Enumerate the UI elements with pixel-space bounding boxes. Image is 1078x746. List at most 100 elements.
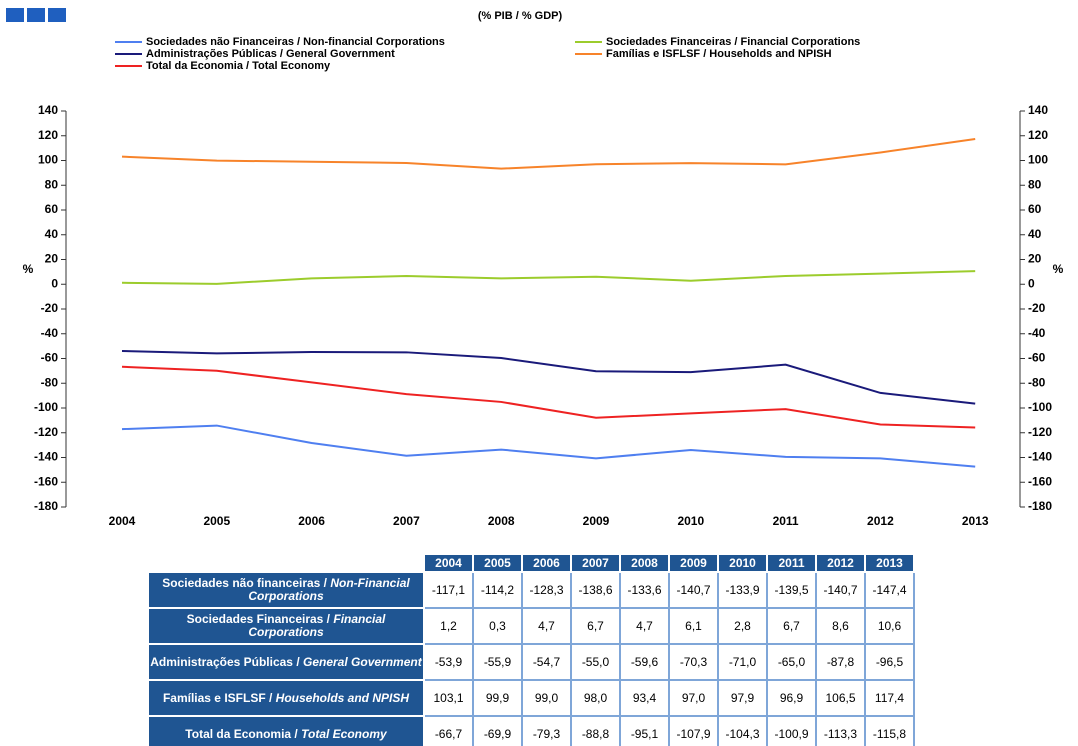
table-header: 2011 [766, 553, 817, 573]
y2-tick-label: -160 [1028, 474, 1052, 488]
y2-tick-label: -100 [1028, 400, 1052, 414]
table-row: Sociedades não financeiras / Non-Financi… [147, 571, 915, 609]
table-cell: -115,8 [864, 715, 915, 746]
table-header: 2010 [717, 553, 768, 573]
table-header: 2008 [619, 553, 670, 573]
row-label-pt: Famílias e ISFLSF / [162, 690, 273, 705]
table-cell: 117,4 [864, 679, 915, 717]
row-label-en: Financial Corporations [248, 612, 386, 639]
y-tick-label: -100 [34, 400, 58, 414]
y2-tick-label: 60 [1028, 202, 1042, 216]
chart-title: (% PIB / % GDP) [478, 10, 563, 22]
series-line [121, 270, 976, 285]
y2-tick-label: -140 [1028, 450, 1052, 464]
logo-block [48, 8, 66, 22]
logo-block [6, 8, 24, 22]
table-corner [148, 554, 424, 572]
y2-tick-label: 20 [1028, 252, 1042, 266]
table-cell: 1,2 [423, 607, 474, 645]
y-tick-label: 20 [45, 252, 59, 266]
table-cell: -133,9 [717, 571, 768, 609]
table-cell: -140,7 [668, 571, 719, 609]
table-cell: 4,7 [521, 607, 572, 645]
chart: (% PIB / % GDP) % % -180 -160 -140 -120 -100… [6, 8, 1064, 528]
table-header: 2013 [864, 553, 915, 573]
data-table: 2004 2005 2006 2007 2008 2009 2010 2011 2012 2013… [147, 553, 915, 746]
table-cell: -69,9 [472, 715, 523, 746]
y-tick-label: -140 [34, 450, 58, 464]
x-tick-label: 2006 [298, 514, 325, 528]
x-tick-label: 2004 [109, 514, 136, 528]
table-cell: -88,8 [570, 715, 621, 746]
table-cell: -114,2 [472, 571, 523, 609]
y2-axis-label: % [1053, 262, 1064, 276]
table-cell: -87,8 [815, 643, 866, 681]
x-tick-label: 2008 [488, 514, 515, 528]
row-label: Total da Economia / Total Economy [147, 715, 425, 746]
table-cell: -107,9 [668, 715, 719, 746]
table-cell: 0,3 [472, 607, 523, 645]
y-tick-label: 100 [38, 153, 58, 167]
table-cell: -66,7 [423, 715, 474, 746]
table-cell: -104,3 [717, 715, 768, 746]
y-tick-label: 40 [45, 227, 59, 241]
y2-tick-label: -120 [1028, 425, 1052, 439]
x-tick-label: 2012 [867, 514, 894, 528]
table-row: Total da Economia / Total Economy -66,7 -6… [147, 715, 915, 746]
table-row: Administrações Públicas / General Govern… [147, 643, 915, 681]
table-cell: 6,7 [766, 607, 817, 645]
y2-tick-label: 140 [1028, 103, 1048, 117]
table-header: 2012 [815, 553, 866, 573]
row-label-en: Non-Financial Corporations [248, 576, 410, 603]
table-cell: -147,4 [864, 571, 915, 609]
y2-tick-label: -20 [1028, 301, 1046, 315]
table-header: 2007 [570, 553, 621, 573]
y-tick-label: -160 [34, 474, 58, 488]
table-cell: -128,3 [521, 571, 572, 609]
series-line [121, 349, 976, 405]
x-tick-label: 2007 [393, 514, 420, 528]
y-axis-label: % [23, 262, 34, 276]
table-row: 2004 2005 2006 2007 2008 2009 2010 2011 2012 2013 [148, 553, 915, 573]
table-cell: -55,9 [472, 643, 523, 681]
table-cell: 6,1 [668, 607, 719, 645]
table-cell: 2,8 [717, 607, 768, 645]
legend-label: Famílias e ISFLSF / Households and NPISH [606, 48, 832, 60]
row-label-en: Total Economy [301, 726, 387, 741]
table-cell: -113,3 [815, 715, 866, 746]
row-label-pt: Administrações Públicas / [150, 654, 300, 669]
table-cell: 103,1 [423, 679, 474, 717]
x-tick-label: 2005 [203, 514, 230, 528]
table-cell: 8,6 [815, 607, 866, 645]
table-cell: 97,0 [668, 679, 719, 717]
table-header: 2005 [472, 553, 523, 573]
table-cell: -70,3 [668, 643, 719, 681]
table-header: 2004 [423, 553, 474, 573]
series-line [121, 137, 976, 170]
x-tick-label: 2009 [583, 514, 610, 528]
x-tick-label: 2010 [677, 514, 704, 528]
legend-label: Sociedades Financeiras / Financial Corpo… [606, 36, 860, 48]
y-tick-label: -60 [41, 351, 59, 365]
row-label: Sociedades Financeiras / Financial Corpo… [147, 607, 425, 645]
table-cell: -100,9 [766, 715, 817, 746]
row-label-pt: Total da Economia / [185, 726, 298, 741]
row-label-en: Households and NPISH [275, 690, 410, 705]
table-cell: -95,1 [619, 715, 670, 746]
table-cell: -117,1 [423, 571, 474, 609]
table-cell: -133,6 [619, 571, 670, 609]
table-row: Sociedades Financeiras / Financial Corpo… [147, 607, 915, 645]
legend-label: Administrações Públicas / General Govern… [146, 48, 395, 60]
y-tick-label: -20 [41, 301, 59, 315]
table-cell: -79,3 [521, 715, 572, 746]
y-tick-label: 140 [38, 103, 58, 117]
table-header: 2009 [668, 553, 719, 573]
table-cell: -139,5 [766, 571, 817, 609]
y2-tick-label: 120 [1028, 128, 1048, 142]
y2-tick-label: -40 [1028, 326, 1046, 340]
table-cell: -53,9 [423, 643, 474, 681]
legend-label: Sociedades não Financeiras / Non-financi… [146, 36, 445, 48]
y-tick-label: -40 [41, 326, 59, 340]
table-cell: 93,4 [619, 679, 670, 717]
